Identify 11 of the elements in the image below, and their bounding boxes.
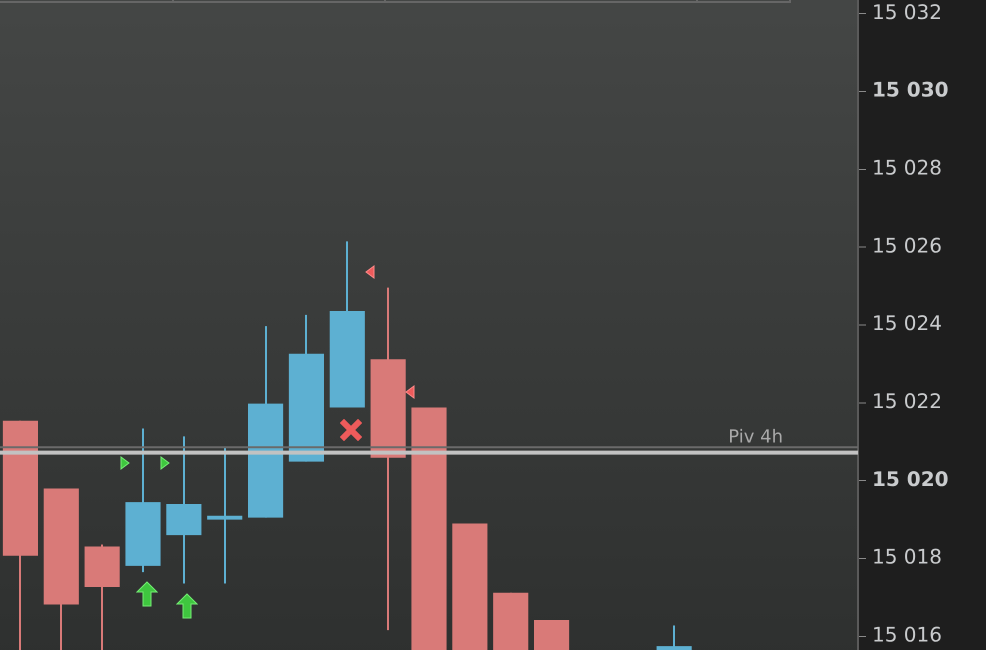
candlestick bbox=[207, 446, 242, 584]
y-tick-label: 15 016 bbox=[872, 622, 942, 647]
y-tick-label: 15 018 bbox=[872, 544, 942, 569]
ref-line-label: Piv 4h bbox=[728, 426, 783, 448]
y-tick-label: 15 020 bbox=[872, 466, 949, 491]
y-tick-label: 15 032 bbox=[872, 0, 942, 24]
y-tick-label: 15 028 bbox=[872, 156, 942, 180]
y-tick-label: 15 022 bbox=[872, 389, 942, 414]
y-tick-label: 15 026 bbox=[872, 233, 942, 258]
y-tick-label: 15 024 bbox=[872, 311, 942, 336]
y-tick-label: 15 030 bbox=[872, 78, 949, 102]
